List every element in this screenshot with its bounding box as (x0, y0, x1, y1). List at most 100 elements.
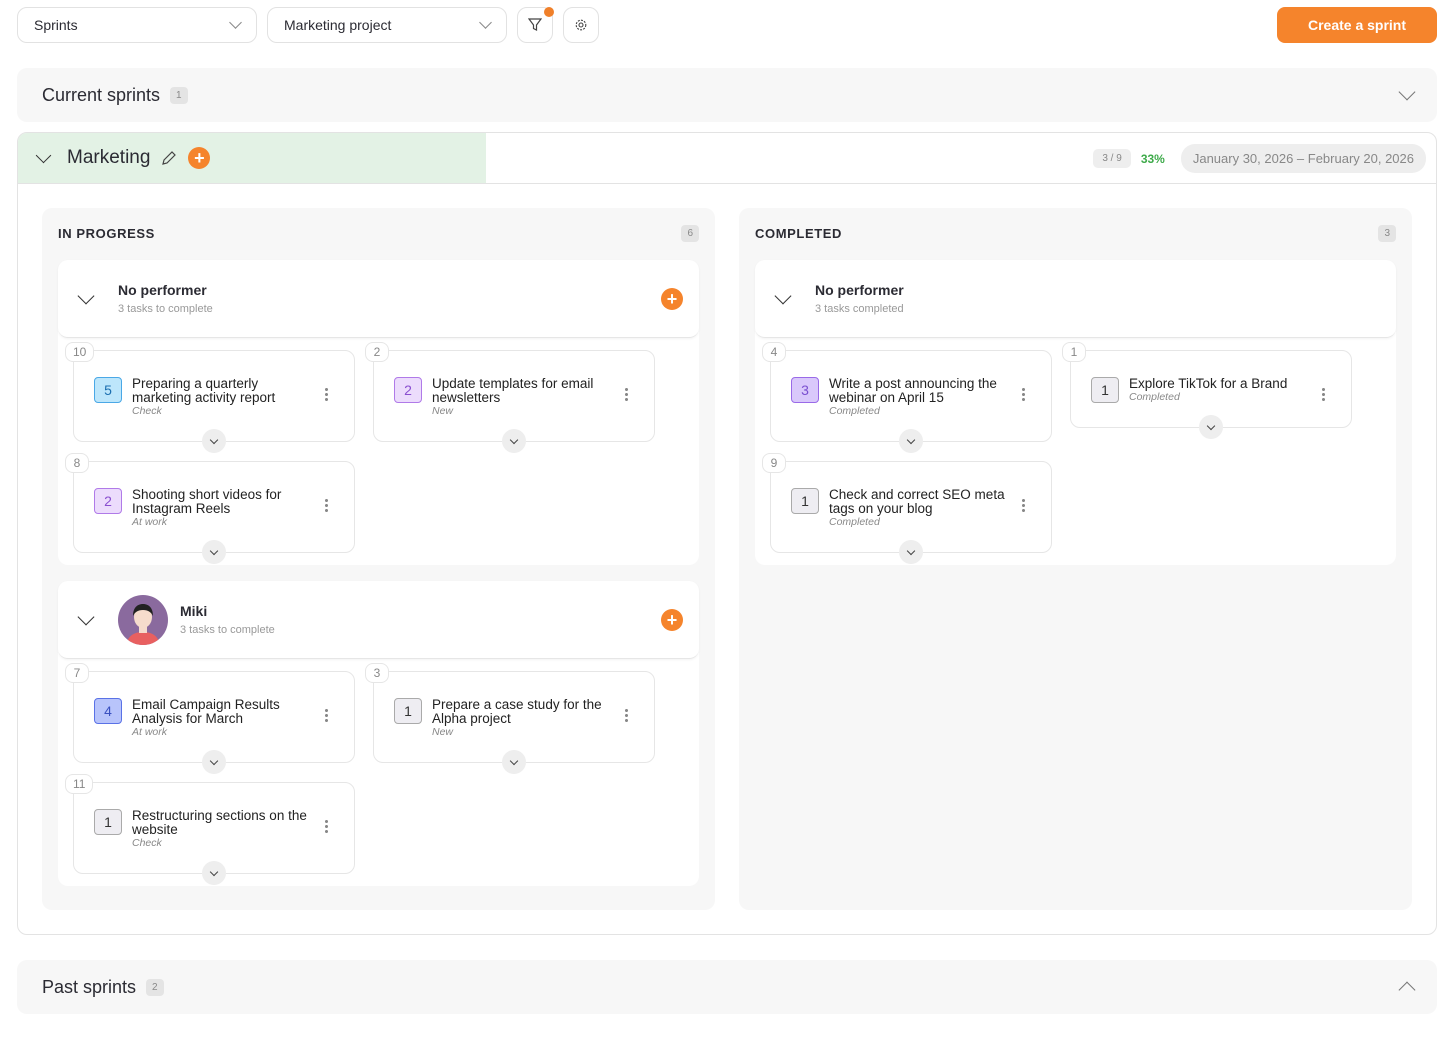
task-title: Prepare a case study for the Alpha proje… (432, 697, 602, 726)
expand-task-button[interactable] (202, 750, 226, 774)
task-status: Completed (1129, 391, 1180, 403)
chevron-down-icon (509, 756, 519, 765)
performer-name: No performer (118, 282, 207, 298)
task-title: Check and correct SEO meta tags on your … (829, 487, 1005, 516)
expand-task-button[interactable] (899, 429, 923, 453)
chevron-down-icon (479, 16, 492, 29)
task-card[interactable]: 2 2 Update templates for email newslette… (365, 342, 655, 453)
performer-task-summary: 3 tasks to complete (118, 303, 213, 315)
collapse-chevron-icon[interactable] (77, 608, 95, 625)
more-options-icon[interactable] (325, 387, 328, 402)
task-status: Completed (829, 516, 880, 528)
expand-task-button[interactable] (202, 429, 226, 453)
performer-group: Miki 3 tasks to complete + 7 4 Email Camp… (58, 581, 699, 886)
past-sprints-count: 2 (146, 978, 164, 996)
sprint-marketing: Marketing + 3 / 9 33% January 30, 2026 –… (17, 132, 1437, 935)
project-select[interactable]: Marketing project (267, 7, 507, 43)
chevron-down-icon (509, 435, 519, 444)
task-card[interactable]: 4 3 Write a post announcing the webinar … (762, 342, 1052, 453)
collapse-chevron-icon[interactable] (77, 287, 95, 304)
column-count: 3 (1378, 224, 1396, 242)
task-card[interactable]: 1 1 Explore TikTok for a Brand Completed (1062, 342, 1352, 439)
add-task-button[interactable]: + (188, 147, 211, 169)
task-status: At work (132, 726, 168, 738)
expand-task-button[interactable] (502, 429, 526, 453)
more-options-icon[interactable] (1022, 387, 1025, 402)
past-sprints-title: Past sprints (42, 976, 137, 997)
chevron-down-icon[interactable] (1398, 83, 1416, 101)
past-sprints-header[interactable]: Past sprints 2 (17, 960, 1437, 1014)
current-sprints-header[interactable]: Current sprints 1 (17, 68, 1437, 122)
more-options-icon[interactable] (1022, 498, 1025, 513)
more-options-icon[interactable] (1322, 387, 1325, 402)
expand-task-button[interactable] (502, 750, 526, 774)
story-points-badge: 1 (1091, 377, 1119, 403)
task-status: New (432, 405, 454, 417)
task-id: 11 (65, 774, 94, 794)
sprint-header: Marketing + 3 / 9 33% January 30, 2026 –… (18, 133, 1436, 184)
story-points-badge: 1 (394, 698, 422, 724)
story-points-badge: 5 (94, 377, 122, 403)
task-title: Email Campaign Results Analysis for Marc… (132, 697, 280, 726)
gear-icon (575, 19, 587, 31)
collapse-chevron-icon[interactable] (774, 287, 792, 304)
more-options-icon[interactable] (625, 708, 628, 723)
more-options-icon[interactable] (325, 708, 328, 723)
chevron-up-icon[interactable] (1398, 981, 1416, 999)
task-card[interactable]: 11 1 Restructuring sections on the websi… (65, 774, 355, 885)
task-id: 1 (1062, 342, 1086, 362)
task-id: 7 (65, 663, 89, 683)
avatar (118, 594, 168, 645)
column-title: COMPLETED (755, 225, 843, 241)
task-card[interactable]: 10 5 Preparing a quarterly marketing act… (65, 342, 355, 453)
task-id: 9 (762, 453, 786, 473)
sprint-task-ratio: 3 / 9 (1093, 149, 1131, 168)
story-points-badge: 2 (394, 377, 422, 403)
task-id: 2 (365, 342, 389, 362)
performer-group-header[interactable]: Miki 3 tasks to complete + (58, 581, 699, 659)
chevron-down-icon (209, 546, 219, 555)
task-title: Shooting short videos for Instagram Reel… (132, 487, 282, 516)
performer-name: Miki (180, 603, 208, 619)
task-status: Completed (829, 405, 880, 417)
collapse-chevron-icon[interactable] (35, 147, 52, 163)
story-points-badge: 4 (94, 698, 122, 724)
pencil-icon[interactable] (160, 149, 178, 167)
expand-task-button[interactable] (202, 540, 226, 564)
current-sprints-count: 1 (170, 86, 188, 104)
task-title: Write a post announcing the webinar on A… (829, 376, 997, 405)
performer-task-summary: 3 tasks completed (815, 303, 904, 315)
add-task-button[interactable]: + (661, 288, 683, 310)
task-card[interactable]: 3 1 Prepare a case study for the Alpha p… (365, 663, 655, 774)
task-title: Restructuring sections on the website (132, 808, 307, 837)
column-completed: COMPLETED 3 No performer 3 tasks completed… (739, 208, 1412, 910)
performer-group-header[interactable]: No performer 3 tasks to complete + (58, 260, 699, 338)
expand-task-button[interactable] (899, 540, 923, 564)
more-options-icon[interactable] (325, 498, 328, 513)
task-id: 4 (762, 342, 786, 362)
chevron-down-icon (906, 435, 916, 444)
filter-active-dot (544, 7, 554, 17)
task-title: Explore TikTok for a Brand (1129, 376, 1288, 391)
task-status: Check (132, 837, 162, 849)
sprint-dates[interactable]: January 30, 2026 – February 20, 2026 (1180, 144, 1426, 173)
add-task-button[interactable]: + (661, 609, 683, 631)
sprint-progress-percent: 33% (1140, 151, 1165, 166)
chevron-down-icon (229, 16, 242, 29)
settings-button[interactable] (563, 7, 599, 43)
more-options-icon[interactable] (625, 387, 628, 402)
expand-task-button[interactable] (1199, 415, 1223, 439)
filter-button[interactable] (517, 7, 554, 43)
performer-group-header[interactable]: No performer 3 tasks completed (755, 260, 1396, 338)
more-options-icon[interactable] (325, 819, 328, 834)
task-card[interactable]: 7 4 Email Campaign Results Analysis for … (65, 663, 355, 774)
view-select[interactable]: Sprints (17, 7, 257, 43)
task-id: 3 (365, 663, 389, 683)
task-card[interactable]: 8 2 Shooting short videos for Instagram … (65, 453, 355, 564)
sprint-name: Marketing (67, 147, 151, 168)
task-card[interactable]: 9 1 Check and correct SEO meta tags on y… (762, 453, 1052, 564)
performer-group: No performer 3 tasks completed 4 3 Write … (755, 260, 1396, 565)
create-sprint-button[interactable]: Create a sprint (1277, 7, 1437, 43)
task-status: At work (132, 516, 168, 528)
expand-task-button[interactable] (202, 861, 226, 885)
